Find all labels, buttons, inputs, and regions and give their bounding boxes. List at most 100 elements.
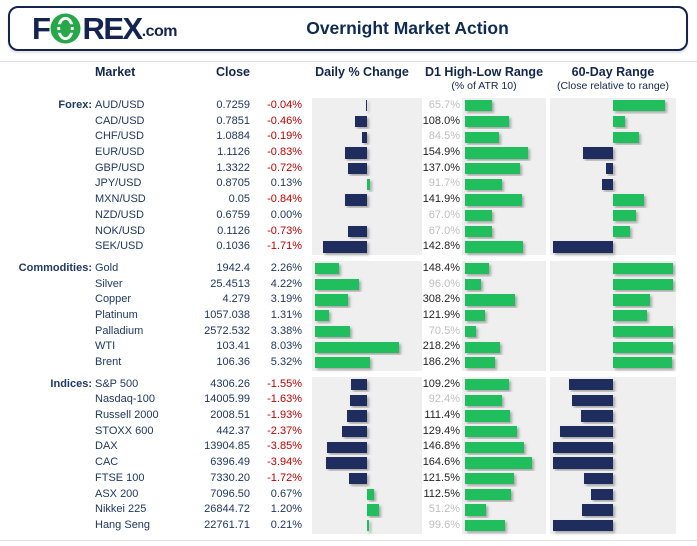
range60-bar [613, 278, 673, 291]
table-row: DAX 13904.85 -3.85% 146.8% [0, 439, 697, 456]
d1-range-panel [462, 470, 546, 487]
close-value: 0.6759 [216, 208, 250, 221]
market-name: MXN/USD [95, 193, 146, 206]
range60-panel [550, 392, 676, 409]
daily-change-panel [312, 323, 422, 340]
d1-range-panel [462, 408, 546, 424]
range60-panel [550, 455, 676, 471]
daily-change-bar [315, 263, 339, 275]
range60-panel [550, 307, 676, 324]
column-gap [302, 308, 312, 324]
d1-range-column-sublabel: (% of ATR 10) [451, 80, 517, 92]
range60-panel [550, 502, 676, 518]
forex-com-logo: F REX .com [10, 13, 237, 44]
d1-range-value: 65.7% [428, 99, 460, 111]
range60-bar [553, 457, 613, 469]
range60-bar [568, 378, 613, 391]
d1-range-bar [465, 473, 515, 485]
section-label [0, 145, 92, 161]
column-gap [302, 98, 312, 114]
table-row: Copper 4.279 3.19% 308.2% [0, 292, 697, 308]
market-name: S&P 500 [95, 377, 139, 390]
d1-range-panel [462, 376, 546, 393]
range60-bar [602, 178, 613, 190]
d1-range-bar [465, 294, 515, 306]
d1-range-bar [465, 178, 503, 190]
daily-change-value: -0.83% [267, 146, 302, 159]
daily-change-value: 3.19% [270, 293, 302, 306]
range60-panel [550, 207, 676, 224]
section-label [0, 339, 92, 355]
d1-range-value: 148.4% [422, 261, 460, 274]
d1-range-value: 111.4% [424, 409, 460, 422]
close-value: 442.37 [216, 424, 250, 437]
column-gap [302, 145, 312, 161]
d1-range-panel [462, 276, 546, 293]
daily-change-panel [312, 192, 422, 208]
header-bar: F REX .com Overnight Market Action [8, 6, 688, 51]
market-column-label: Market [95, 65, 136, 79]
d1-range-bar [465, 504, 486, 516]
daily-change-bar [367, 504, 380, 516]
range60-bar [560, 425, 613, 438]
range60-panel [550, 192, 676, 208]
range60-bar [553, 520, 613, 532]
d1-range-panel [462, 160, 546, 177]
column-gap [302, 518, 312, 534]
d1-range-bar [465, 410, 511, 422]
range60-panel [550, 376, 676, 393]
daily-change-bar [322, 241, 367, 253]
section-label [0, 208, 92, 224]
market-name: FTSE 100 [95, 471, 145, 484]
d1-range-value: 67.0% [428, 208, 460, 221]
close-value: 103.41 [216, 340, 250, 353]
daily-change-bar [315, 341, 399, 353]
daily-change-panel [312, 392, 422, 409]
range60-panel [550, 323, 676, 340]
daily-change-panel [312, 439, 422, 456]
daily-change-value: 4.22% [270, 277, 302, 290]
d1-range-panel [462, 239, 546, 255]
daily-change-value: -1.63% [267, 393, 302, 406]
daily-change-bar [315, 310, 329, 322]
range60-bar [613, 100, 665, 112]
table-row: Forex: AUD/USD 0.7259 -0.04% 65.7% [0, 98, 697, 114]
column-header-d1-range: D1 High-Low Range (% of ATR 10) [422, 64, 546, 92]
table-row: SEK/USD 0.1036 -1.71% 142.8% [0, 239, 697, 255]
d1-range-value: 121.5% [422, 471, 460, 484]
d1-range-panel [462, 176, 546, 193]
range60-panel [550, 408, 676, 424]
section-label [0, 277, 92, 293]
range60-column-label: 60-Day Range [571, 65, 655, 79]
d1-range-column-label: D1 High-Low Range [424, 65, 544, 79]
daily-change-bar [315, 294, 349, 306]
market-name: AUD/USD [95, 99, 145, 111]
close-value: 25.4513 [210, 277, 250, 290]
d1-range-panel [462, 423, 546, 440]
column-header-60day-range: 60-Day Range (Close relative to range) [550, 64, 676, 92]
close-value: 1057.038 [204, 308, 250, 321]
range60-panel [550, 223, 676, 240]
range60-panel [550, 260, 676, 277]
table-row: EUR/USD 1.1126 -0.83% 154.9% [0, 145, 697, 161]
market-name: Silver [95, 277, 123, 290]
market-name: DAX [95, 440, 118, 453]
d1-range-bar [465, 162, 521, 175]
daily-change-value: -0.19% [267, 130, 302, 143]
range60-bar [584, 473, 613, 485]
column-gap [302, 161, 312, 177]
range60-panel [550, 145, 676, 161]
market-name: Platinum [95, 308, 138, 321]
table-row: NOK/USD 0.1126 -0.73% 67.0% [0, 223, 697, 240]
section-label: Forex: [58, 99, 92, 111]
close-value: 6396.49 [210, 456, 250, 469]
d1-range-value: 91.7% [428, 177, 460, 190]
daily-change-value: -2.37% [267, 424, 302, 437]
market-name: Nasdaq-100 [95, 393, 155, 406]
daily-change-value: 2.26% [270, 261, 302, 274]
range60-panel [550, 486, 676, 503]
range60-panel [550, 239, 676, 255]
d1-range-panel [462, 260, 546, 277]
daily-change-bar [315, 357, 371, 369]
range60-bar [613, 115, 625, 128]
